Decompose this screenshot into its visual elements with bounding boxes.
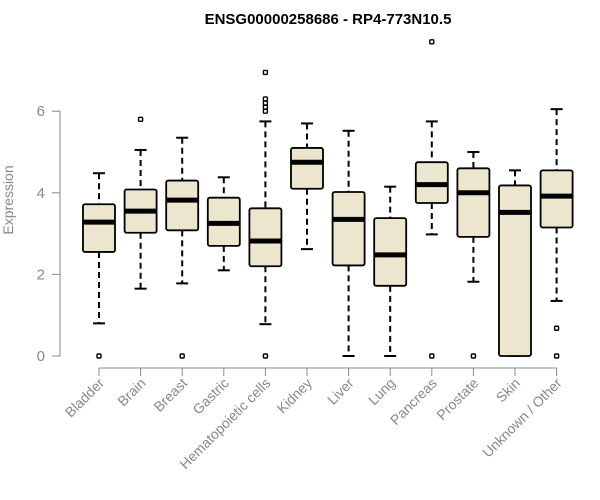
box-prostate	[456, 151, 491, 359]
box-breast	[165, 136, 200, 359]
box-iqr	[331, 191, 366, 267]
x-tick-label: Brain	[114, 375, 148, 409]
outlier-point	[429, 39, 435, 45]
outlier-point	[96, 353, 102, 359]
y-tick-label: 2	[37, 266, 45, 283]
box-iqr	[539, 169, 574, 229]
chart-title: ENSG00000258686 - RP4-773N10.5	[205, 11, 452, 28]
box-brain	[123, 116, 158, 290]
y-ticks: 0 2 4 6	[37, 103, 60, 365]
boxes-group	[82, 39, 574, 359]
box-liver	[331, 129, 366, 357]
outlier-point	[179, 353, 185, 359]
box-iqr	[165, 179, 200, 232]
box-pancreas	[414, 39, 449, 359]
outlier-point	[262, 353, 269, 359]
box-gastric	[206, 176, 241, 272]
outlier-point	[470, 353, 477, 359]
y-tick-label: 6	[37, 103, 45, 120]
outlier-point	[262, 69, 269, 76]
box-iqr	[248, 207, 283, 268]
box-kidney	[290, 122, 324, 251]
x-tick-label: Skin	[493, 375, 524, 406]
outlier-point	[429, 353, 435, 359]
box-iqr	[373, 217, 408, 287]
x-tick-label: Prostate	[433, 375, 481, 423]
outlier-point	[137, 116, 144, 123]
box-skin	[498, 169, 532, 357]
outlier-point	[553, 353, 560, 359]
x-tick-label: Lung	[365, 375, 398, 408]
y-axis-label: Expression	[0, 165, 16, 234]
outlier-point	[262, 96, 269, 102]
y-tick-label: 4	[37, 185, 45, 202]
box-bladder	[82, 172, 116, 359]
box-lung	[373, 185, 408, 357]
x-tick-label: Liver	[324, 375, 357, 408]
x-tick-label: Breast	[150, 375, 190, 415]
box-iqr	[456, 167, 491, 238]
x-tick-label: Unknown / Other	[479, 375, 565, 461]
y-tick-label: 0	[37, 348, 45, 365]
x-tick-label: Bladder	[62, 375, 108, 421]
box-iqr	[82, 203, 116, 253]
box-iqr	[290, 147, 324, 190]
box-unknown-other	[539, 108, 574, 359]
box-hematopoietic-cells	[248, 69, 283, 359]
box-iqr	[498, 184, 532, 357]
x-tick-label: Kidney	[274, 375, 316, 417]
outlier-point	[553, 325, 560, 331]
